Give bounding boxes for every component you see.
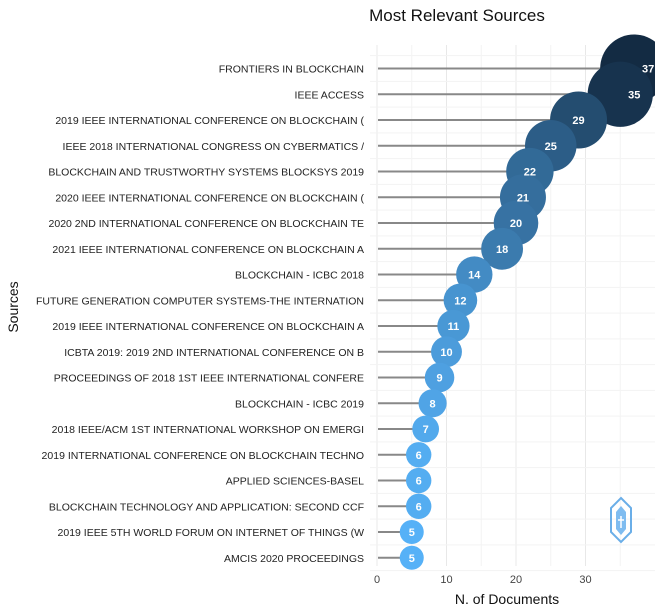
value-label: 9 [436,373,442,385]
value-label: 29 [572,115,584,127]
bubble-point [399,520,424,544]
category-label: AMCIS 2020 PROCEEDINGS [224,553,364,565]
value-label: 5 [409,527,415,539]
value-label: 10 [440,347,452,359]
category-label: FRONTIERS IN BLOCKCHAIN [219,64,364,76]
category-label: IEEE ACCESS [295,89,364,101]
watermark-logo-icon [610,496,632,544]
category-label: 2018 IEEE/ACM 1ST INTERNATIONAL WORKSHOP… [52,424,364,436]
value-label: 8 [430,398,436,410]
value-label: 37 [642,64,654,76]
bubble-point [406,493,432,519]
value-label: 21 [517,192,529,204]
value-label: 11 [448,321,460,333]
value-label: 7 [423,424,429,436]
bubble-point [424,362,455,393]
value-label: 25 [545,141,557,153]
category-label: 2019 IEEE 5TH WORLD FORUM ON INTERNET OF… [58,527,365,539]
x-tick-label: 20 [510,574,522,586]
category-label: BLOCKCHAIN - ICBC 2019 [235,398,364,410]
category-label: BLOCKCHAIN - ICBC 2018 [235,270,364,282]
bubble-point [443,283,478,318]
category-labels: FRONTIERS IN BLOCKCHAIN IEEE ACCESS 2019 I… [36,64,365,565]
x-tick-label: 0 [374,574,380,586]
category-label: APPLIED SCIENCES-BASEL [226,476,364,488]
bubble-point [406,442,432,468]
value-label: 6 [416,501,422,513]
bubble-point [431,336,462,368]
bubble-point [456,256,493,293]
category-label: BLOCKCHAIN AND TRUSTWORTHY SYSTEMS BLOCK… [48,167,364,179]
x-tick-label: 30 [579,574,591,586]
category-label: 2021 IEEE INTERNATIONAL CONFERENCE ON BL… [52,244,364,256]
bubble-point [437,309,470,343]
value-label: 20 [510,218,522,230]
category-label: 2019 INTERNATIONAL CONFERENCE ON BLOCKCH… [42,450,364,462]
bubble-point [412,415,440,443]
chart-title: Most Relevant Sources [369,6,545,25]
bubble-point [418,389,447,418]
value-label: 6 [416,476,422,488]
x-tick-label: 10 [440,574,452,586]
value-label: 12 [454,295,466,307]
x-axis-title: N. of Documents [455,591,559,607]
bubble-point [481,227,524,270]
category-label: ICBTA 2019: 2019 2ND INTERNATIONAL CONFE… [64,347,364,359]
x-tick-labels: 0 10 20 30 [374,574,592,586]
category-label: 2019 IEEE INTERNATIONAL CONFERENCE ON BL… [52,321,364,333]
category-label: FUTURE GENERATION COMPUTER SYSTEMS-THE I… [36,295,364,307]
value-label: 35 [628,89,640,101]
value-label: 14 [468,270,481,282]
category-label: 2020 IEEE INTERNATIONAL CONFERENCE ON BL… [55,192,364,204]
category-label: 2020 2ND INTERNATIONAL CONFERENCE ON BLO… [49,218,364,230]
category-label: PROCEEDINGS OF 2018 1ST IEEE INTERNATION… [54,373,364,385]
value-label: 22 [524,167,536,179]
category-label: 2019 IEEE INTERNATIONAL CONFERENCE ON BL… [55,115,364,127]
bubbles: 37 35 29 25 22 21 20 18 14 12 11 10 9 8 7 6 6 6 5 5 [399,34,655,570]
value-label: 18 [496,244,508,256]
value-label: 5 [409,553,415,565]
y-axis-title: Sources [5,281,21,332]
category-label: BLOCKCHAIN TECHNOLOGY AND APPLICATION: S… [49,501,364,513]
category-label: IEEE 2018 INTERNATIONAL CONGRESS ON CYBE… [63,141,365,153]
value-label: 6 [416,450,422,462]
bubble-point [399,545,424,570]
bubble-point [406,467,432,494]
